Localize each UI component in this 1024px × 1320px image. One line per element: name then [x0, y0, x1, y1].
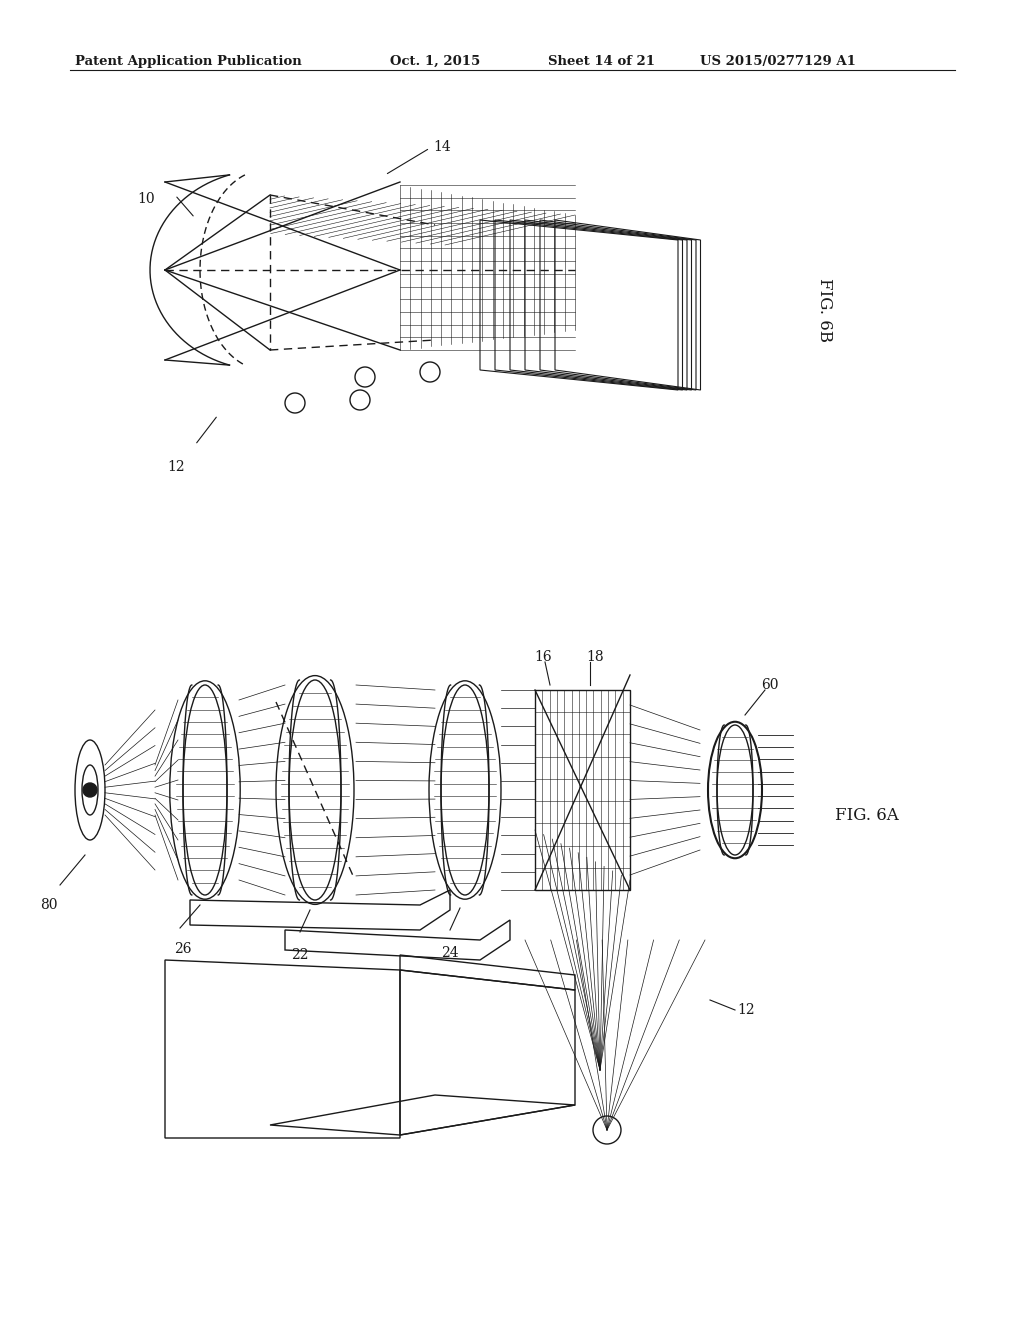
Text: 10: 10 [137, 191, 155, 206]
Text: 12: 12 [737, 1003, 755, 1016]
Text: US 2015/0277129 A1: US 2015/0277129 A1 [700, 55, 856, 69]
Text: 12: 12 [167, 459, 185, 474]
Circle shape [83, 783, 97, 797]
Text: 26: 26 [174, 942, 191, 956]
Text: FIG. 6B: FIG. 6B [816, 279, 834, 342]
Text: 24: 24 [441, 946, 459, 960]
Text: 22: 22 [291, 948, 309, 962]
Text: Sheet 14 of 21: Sheet 14 of 21 [548, 55, 655, 69]
Text: 60: 60 [761, 678, 778, 692]
Text: Oct. 1, 2015: Oct. 1, 2015 [390, 55, 480, 69]
Text: 18: 18 [586, 649, 604, 664]
Text: 14: 14 [433, 140, 451, 154]
Text: 80: 80 [41, 898, 58, 912]
Text: 16: 16 [535, 649, 552, 664]
Text: Patent Application Publication: Patent Application Publication [75, 55, 302, 69]
Text: FIG. 6A: FIG. 6A [835, 807, 899, 824]
